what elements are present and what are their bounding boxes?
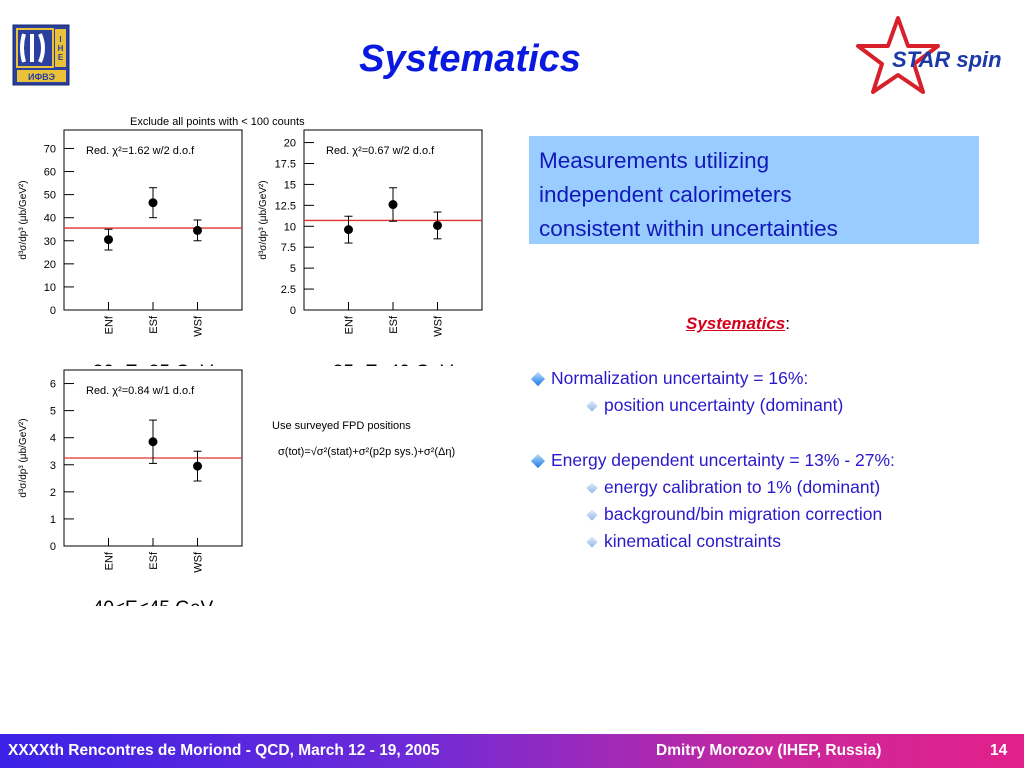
bullet-diamond-icon (586, 399, 598, 412)
y-tick-label: 4 (50, 433, 56, 445)
energy-range-label: 40<E<45 GeV (93, 598, 214, 606)
bullet-text: background/bin migration correction (604, 504, 883, 524)
y-tick-label: 12.5 (275, 200, 296, 212)
category-label: WSf (193, 315, 205, 337)
data-point (433, 220, 442, 230)
chi2-annotation: Red. χ²=0.67 w/2 d.o.f (326, 145, 435, 157)
bullet-diamond-icon (530, 453, 546, 468)
energy-range-label: 30<E<35 GeV (93, 362, 214, 366)
y-tick-label: 0 (50, 305, 56, 317)
y-tick-label: 2 (50, 487, 56, 499)
bullet-diamond-icon (586, 535, 598, 548)
plot-frame (63, 129, 243, 311)
y-tick-label: 2.5 (281, 284, 296, 296)
y-tick-label: 70 (44, 143, 56, 155)
y-tick-label: 6 (50, 379, 56, 391)
chart-40-45: 0 1 2 3 4 5 6 d³σ/dp³ (μb/GeV²) Red. χ²=0.84 w/1… (18, 369, 243, 606)
chart-35-40: 0 2.5 5 7.5 10 12.5 15 17.5 20 d³σ/dp³ (μb/GeV²) R… (258, 129, 483, 366)
star-spin-text: STAR spin (892, 47, 1002, 72)
subbullet-kinematical: kinematical constraints (586, 531, 782, 552)
chi2-annotation: Red. χ²=1.62 w/2 d.o.f (86, 145, 195, 157)
data-point (388, 200, 398, 210)
data-point (344, 225, 353, 235)
bullet-energy: Energy dependent uncertainty = 13% - 27%… (530, 450, 895, 471)
category-label: ESf (148, 551, 160, 570)
y-tick-label: 17.5 (275, 158, 296, 170)
y-axis-label: d³σ/dp³ (μb/GeV²) (18, 418, 29, 497)
y-tick-label: 1 (50, 514, 56, 526)
y-tick-label: 7.5 (281, 242, 296, 254)
svg-text:H: H (58, 44, 64, 53)
y-tick-label: 20 (284, 138, 296, 150)
systematics-label: Systematics (686, 314, 786, 333)
y-axis-label: d³σ/dp³ (μb/GeV²) (18, 180, 29, 259)
y-tick-label: 15 (284, 179, 296, 191)
chart-30-35: 0 10 20 30 40 50 60 70 d³σ/dp³ (μb/GeV²) Red. χ²=… (18, 129, 243, 366)
svg-text:ИФВЭ: ИФВЭ (28, 72, 56, 82)
y-tick-label: 0 (290, 305, 296, 317)
category-label: ENf (104, 315, 116, 334)
total-error-formula: σ(tot)=√σ²(stat)+σ²(p2p sys.)+σ²(Δη) (278, 446, 456, 458)
bullet-diamond-icon (530, 371, 546, 386)
bullet-text: Normalization uncertainty = 16%: (551, 368, 809, 388)
category-label: ENf (104, 551, 116, 570)
y-axis-label: d³σ/dp³ (μb/GeV²) (258, 180, 269, 259)
y-tick-label: 30 (44, 236, 56, 248)
footer-bar: XXXXth Rencontres de Moriond - QCD, Marc… (0, 734, 1024, 768)
y-tick-label: 50 (44, 190, 56, 202)
chi2-annotation: Red. χ²=0.84 w/1 d.o.f (86, 385, 195, 397)
bullet-diamond-icon (586, 481, 598, 494)
bullet-text: energy calibration to 1% (dominant) (604, 477, 881, 497)
star-spin-logo: STAR spin (856, 16, 1002, 94)
category-label: ENf (344, 315, 356, 334)
category-label: ESf (148, 315, 160, 334)
footer-author: Dmitry Morozov (IHEP, Russia) (656, 742, 882, 759)
footer-conference: XXXXth Rencontres de Moriond - QCD, Marc… (8, 742, 440, 759)
subbullet-calibration: energy calibration to 1% (dominant) (586, 477, 881, 498)
data-point (104, 235, 113, 245)
box-line: Measurements utilizing (539, 148, 770, 173)
systematics-heading: Systematics: (686, 314, 790, 334)
fpd-note: Use surveyed FPD positions (272, 420, 411, 432)
slide-title: Systematics (359, 38, 581, 80)
bullet-diamond-icon (586, 508, 598, 521)
box-line: independent calorimeters (539, 182, 792, 207)
data-point (193, 225, 202, 235)
ihep-logo: I H E ИФВЭ (12, 24, 70, 86)
y-tick-label: 40 (44, 213, 56, 225)
energy-range-label: 35<E<40 GeV (333, 362, 454, 366)
page-number: 14 (990, 742, 1008, 759)
bullet-text: Energy dependent uncertainty = 13% - 27%… (551, 450, 895, 470)
bullet-normalization: Normalization uncertainty = 16%: (530, 368, 809, 389)
subbullet-position: position uncertainty (dominant) (586, 395, 844, 416)
y-tick-label: 10 (44, 282, 56, 294)
y-tick-label: 5 (290, 263, 296, 275)
category-label: WSf (433, 315, 445, 337)
category-label: WSf (193, 551, 205, 573)
y-tick-label: 0 (50, 541, 56, 553)
measurements-box: Measurements utilizing independent calor… (529, 136, 979, 244)
bullet-text: position uncertainty (dominant) (604, 395, 844, 415)
y-tick-label: 3 (50, 460, 56, 472)
y-tick-label: 5 (50, 406, 56, 418)
subbullet-background: background/bin migration correction (586, 504, 883, 525)
svg-text:I: I (59, 35, 61, 44)
y-tick-label: 60 (44, 167, 56, 179)
data-point (148, 198, 158, 208)
box-line: consistent within uncertainties (539, 216, 838, 241)
svg-text:E: E (58, 53, 64, 62)
data-point (193, 461, 202, 471)
systematics-colon: : (785, 314, 790, 333)
plots-note: Exclude all points with < 100 counts (130, 116, 305, 128)
y-tick-label: 20 (44, 259, 56, 271)
bullet-text: kinematical constraints (604, 531, 782, 551)
y-tick-label: 10 (284, 221, 296, 233)
data-point (148, 437, 158, 447)
category-label: ESf (388, 315, 400, 334)
